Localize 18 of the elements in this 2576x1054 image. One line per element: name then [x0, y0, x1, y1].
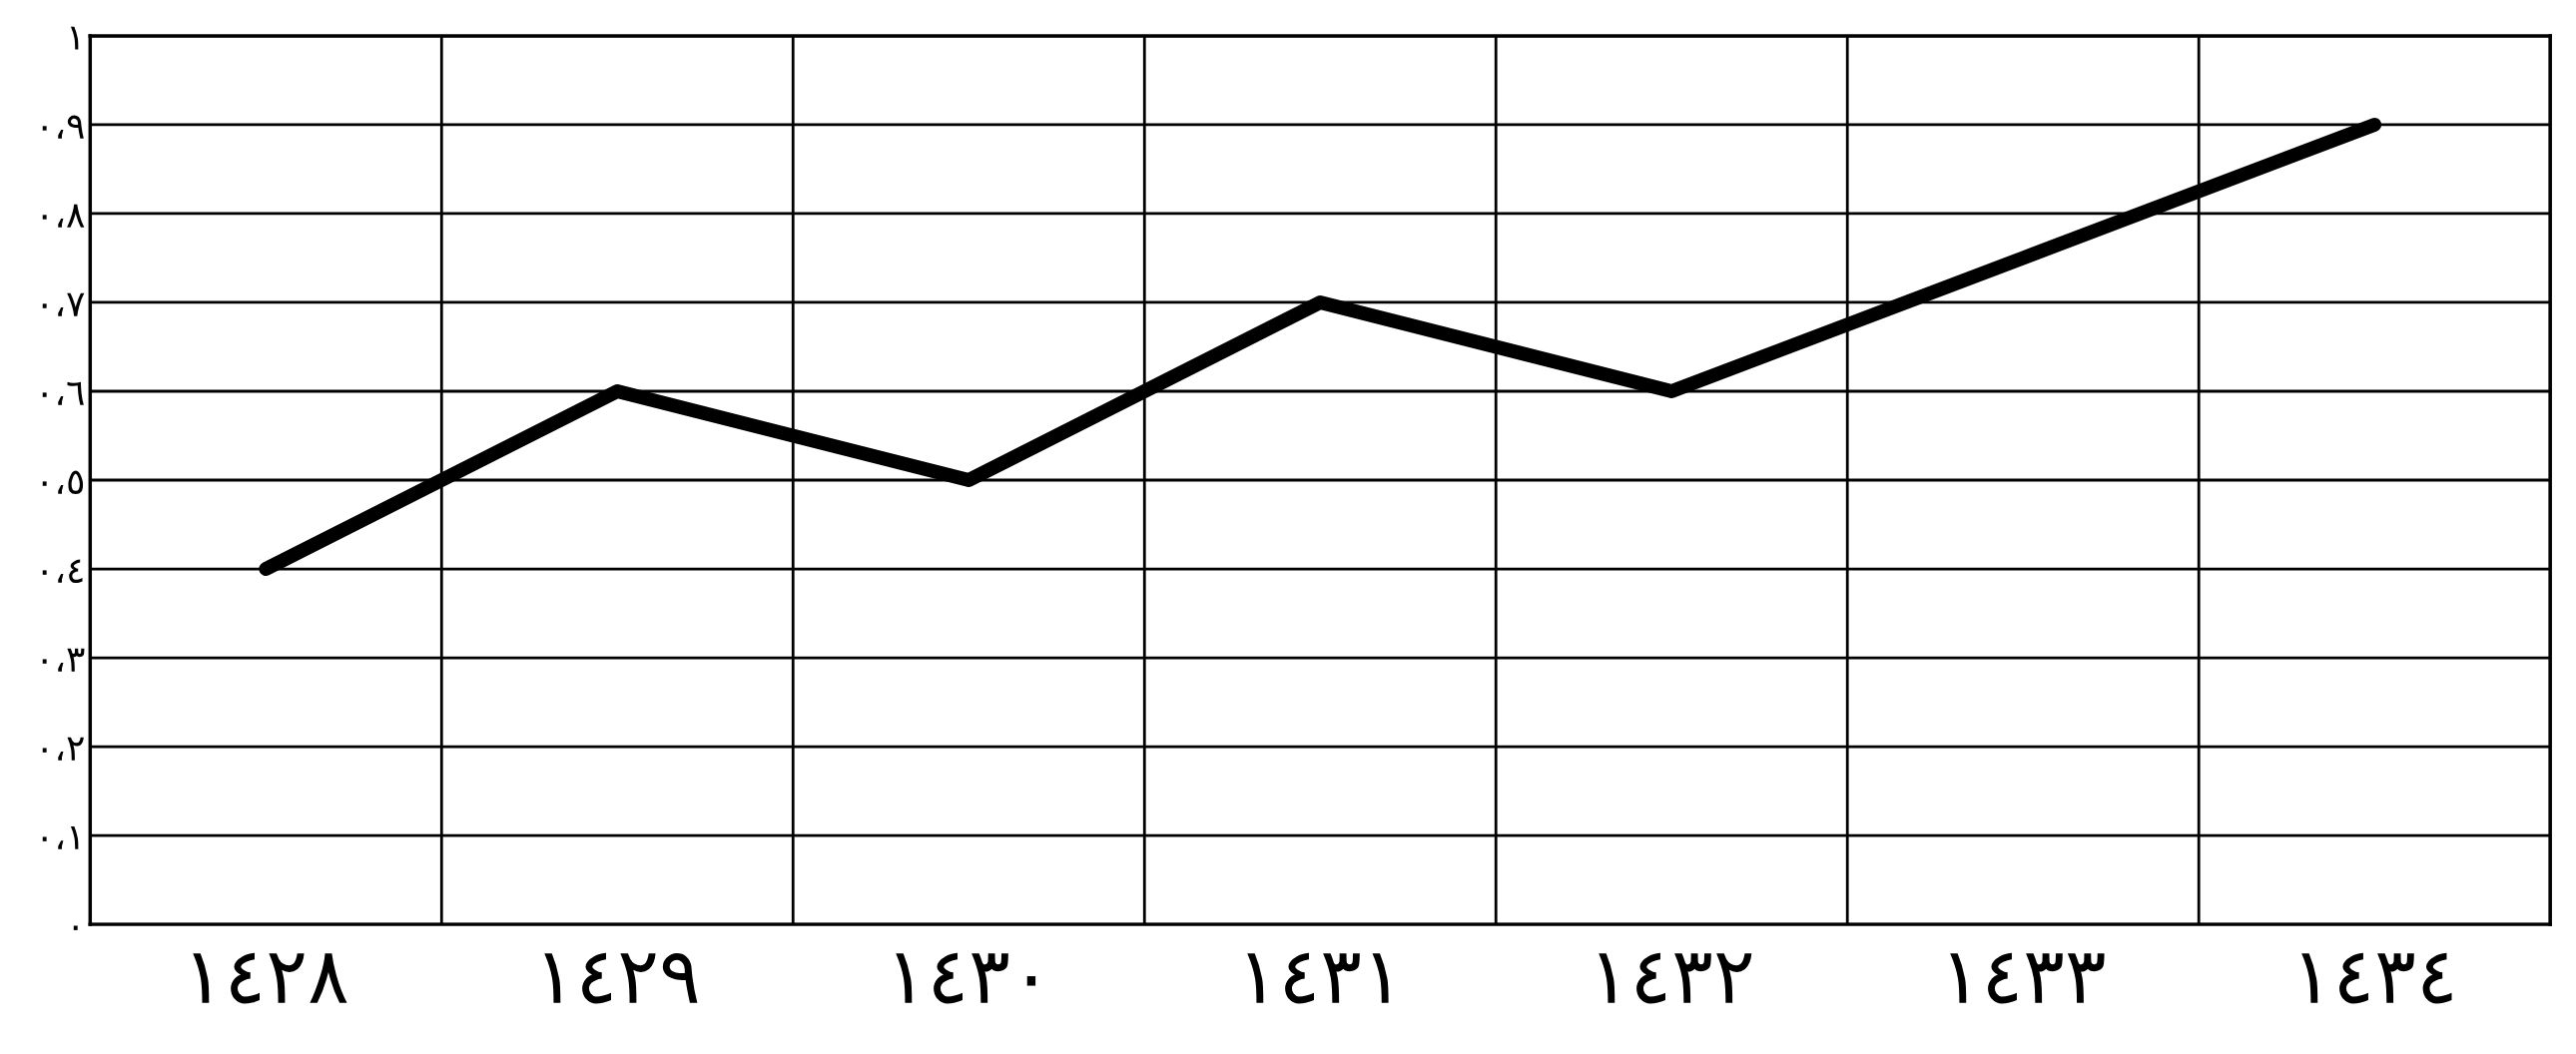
- y-tick-label: ٠،٧: [42, 292, 85, 316]
- y-tick-label: ٠،٤: [42, 559, 83, 584]
- x-tick-label: ١٤٢٩: [544, 952, 698, 1004]
- x-tick-label: ١٤٣٣: [1950, 952, 2105, 1004]
- y-tick-label: ٠،٩: [42, 115, 84, 139]
- y-tick-label: ٠،١: [42, 825, 79, 849]
- y-tick-label: ٠،٨: [42, 204, 85, 228]
- y-tick-label: ٠،٥: [42, 470, 84, 495]
- y-tick-label: ٠،٣: [42, 648, 85, 672]
- y-tick-label: ٠،٢: [42, 737, 84, 761]
- y-tick-label: ١: [70, 26, 79, 50]
- x-tick-label: ١٤٣٠: [896, 952, 1036, 1004]
- x-tick-label: ١٤٣٤: [2301, 952, 2452, 1004]
- x-tick-label: ١٤٣٢: [1599, 952, 1752, 1004]
- y-tick-label: ٠،٦: [42, 381, 84, 405]
- y-tick-label: ٠: [73, 925, 78, 930]
- x-tick-label: ١٤٣١: [1247, 952, 1389, 1004]
- x-tick-label: ١٤٢٨: [193, 952, 347, 1004]
